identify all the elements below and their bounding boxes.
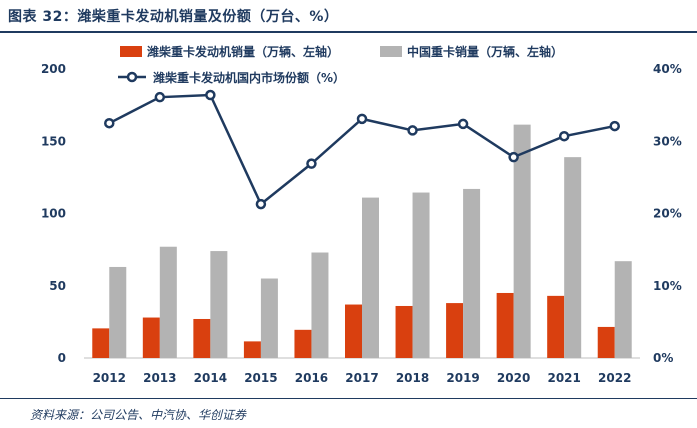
title-divider — [0, 31, 697, 33]
bar-engine-sales-2021 — [547, 295, 565, 358]
x-tick-label-2021: 2021 — [547, 371, 580, 385]
x-tick-label-2013: 2013 — [143, 371, 176, 385]
bar-truck-sales-2013 — [159, 246, 177, 358]
x-tick-label-2016: 2016 — [295, 371, 328, 385]
bar-truck-sales-2014 — [210, 251, 228, 358]
y-right-tick-label-10%: 10% — [653, 279, 682, 293]
y-left-tick-label-100: 100 — [41, 207, 66, 221]
share-point-2021 — [558, 130, 570, 142]
share-point-2014 — [205, 89, 216, 101]
legend-label-engine-sales: 潍柴重卡发动机销量（万辆、左轴） — [146, 44, 339, 59]
share-point-2017 — [356, 113, 368, 125]
y-left-tick-label-150: 150 — [41, 134, 66, 148]
share-point-2016 — [306, 158, 317, 169]
chart-title: 图表 32：潍柴重卡发动机销量及份额（万台、%） — [8, 9, 339, 25]
bar-truck-sales-2018 — [412, 192, 430, 358]
share-point-2019 — [457, 118, 469, 130]
x-tick-label-2022: 2022 — [598, 371, 631, 385]
x-tick-label-2018: 2018 — [396, 371, 429, 385]
legend: 潍柴重卡发动机销量（万辆、左轴） 中国重卡销量（万辆、左轴） 潍柴重卡发动机国内… — [118, 44, 563, 85]
bar-engine-sales-2013 — [142, 317, 160, 358]
y-right-tick-label-40%: 40% — [653, 62, 682, 76]
bar-engine-sales-2017 — [345, 304, 362, 358]
source-note: 资料来源：公司公告、中汽协、华创证券 — [30, 408, 247, 422]
y-right-tick-label-30%: 30% — [653, 134, 682, 148]
chart: 潍柴重卡发动机销量（万辆、左轴） 中国重卡销量（万辆、左轴） 潍柴重卡发动机国内… — [41, 44, 682, 385]
bar-truck-sales-2012 — [109, 266, 127, 358]
legend-swatch-truck-sales — [380, 46, 402, 57]
legend-label-share: 潍柴重卡发动机国内市场份额（%） — [152, 70, 345, 85]
legend-label-truck-sales: 中国重卡销量（万辆、左轴） — [407, 44, 563, 59]
legend-swatch-engine-sales — [120, 46, 142, 57]
bar-truck-sales-2017 — [362, 197, 379, 358]
plot-area: 2012 2013 2014 2015 2016 2017 2018 2019 2020 2021… — [41, 62, 682, 385]
share-point-2020 — [508, 151, 519, 163]
x-tick-label-2020: 2020 — [497, 371, 530, 385]
x-tick-label-2017: 2017 — [345, 371, 378, 385]
y-right-tick-label-0%: 0% — [653, 351, 673, 365]
bar-engine-sales-2012 — [92, 328, 110, 358]
share-point-2018 — [407, 125, 418, 136]
bar-truck-sales-2022 — [614, 261, 632, 358]
bar-truck-sales-2021 — [564, 157, 582, 358]
bar-truck-sales-2015 — [260, 278, 278, 358]
bar-truck-sales-2019 — [463, 188, 481, 358]
y-left-tick-label-200: 200 — [41, 62, 66, 76]
bar-engine-sales-2018 — [395, 305, 413, 358]
bar-engine-sales-2014 — [193, 318, 211, 358]
bar-engine-sales-2015 — [243, 341, 261, 358]
share-line — [108, 93, 615, 207]
share-point-2012 — [104, 117, 115, 129]
y-right-tick-label-20%: 20% — [653, 207, 682, 221]
y-left-tick-label-0: 0 — [58, 351, 66, 365]
footer-divider — [0, 398, 697, 399]
bar-engine-sales-2019 — [446, 303, 464, 358]
x-tick-label-2019: 2019 — [446, 371, 479, 385]
legend-swatch-share-marker — [126, 71, 138, 83]
bar-engine-sales-2020 — [496, 292, 514, 358]
bar-engine-sales-2016 — [294, 329, 312, 358]
share-point-2013 — [154, 91, 166, 103]
share-point-2015 — [255, 198, 267, 210]
share-point-2022 — [609, 120, 620, 132]
x-tick-label-2014: 2014 — [194, 371, 227, 385]
bar-truck-sales-2020 — [513, 124, 531, 358]
bar-truck-sales-2016 — [311, 252, 329, 358]
x-tick-label-2015: 2015 — [244, 371, 277, 385]
x-tick-label-2012: 2012 — [93, 371, 126, 385]
bar-engine-sales-2022 — [597, 326, 615, 358]
y-left-tick-label-50: 50 — [49, 279, 66, 293]
